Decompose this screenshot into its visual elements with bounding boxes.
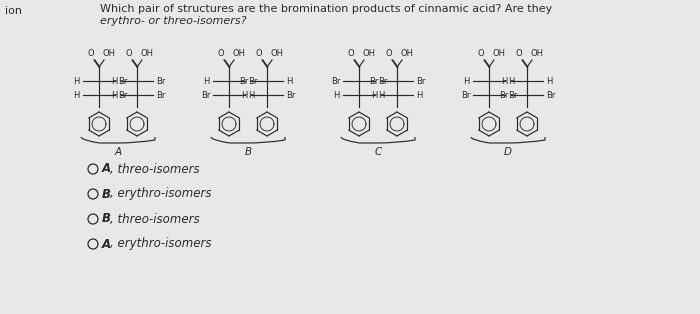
Text: Br: Br xyxy=(239,77,248,85)
Text: Br: Br xyxy=(156,90,165,100)
Text: B: B xyxy=(102,213,111,225)
Text: D: D xyxy=(504,147,512,157)
Text: B: B xyxy=(244,147,251,157)
Text: H: H xyxy=(111,90,118,100)
Text: H: H xyxy=(416,90,422,100)
Text: O: O xyxy=(477,49,484,58)
Text: , erythro-isomers: , erythro-isomers xyxy=(110,187,211,201)
Text: Br: Br xyxy=(118,90,127,100)
Text: OH: OH xyxy=(493,49,505,58)
Text: A: A xyxy=(114,147,122,157)
Text: Br: Br xyxy=(546,90,555,100)
Text: H: H xyxy=(204,77,210,85)
Text: B: B xyxy=(102,187,111,201)
Text: H: H xyxy=(74,90,80,100)
Text: Br: Br xyxy=(156,77,165,85)
Text: Br: Br xyxy=(248,77,258,85)
Text: H: H xyxy=(111,77,118,85)
Text: OH: OH xyxy=(363,49,375,58)
Text: Br: Br xyxy=(508,90,517,100)
Text: OH: OH xyxy=(232,49,246,58)
Text: Br: Br xyxy=(378,77,387,85)
Text: Br: Br xyxy=(498,90,508,100)
Text: O: O xyxy=(126,49,132,58)
Text: H: H xyxy=(502,77,508,85)
Text: , threo-isomers: , threo-isomers xyxy=(110,163,200,176)
Text: H: H xyxy=(508,77,514,85)
Text: Br: Br xyxy=(416,77,426,85)
Text: OH: OH xyxy=(270,49,284,58)
Text: O: O xyxy=(88,49,94,58)
Text: Which pair of structures are the bromination products of cinnamic acid? Are they: Which pair of structures are the bromina… xyxy=(100,4,552,14)
Text: H: H xyxy=(463,77,470,85)
Text: H: H xyxy=(334,90,340,100)
Text: , erythro-isomers: , erythro-isomers xyxy=(110,237,211,251)
Text: Br: Br xyxy=(330,77,340,85)
Text: OH: OH xyxy=(141,49,153,58)
Text: OH: OH xyxy=(400,49,414,58)
Text: O: O xyxy=(386,49,392,58)
Text: C: C xyxy=(374,147,382,157)
Text: A: A xyxy=(102,163,111,176)
Text: Br: Br xyxy=(461,90,470,100)
Text: H: H xyxy=(248,90,254,100)
Text: O: O xyxy=(218,49,224,58)
Text: H: H xyxy=(378,90,384,100)
Text: H: H xyxy=(286,77,293,85)
Text: erythro- or threo-isomers?: erythro- or threo-isomers? xyxy=(100,16,246,26)
Text: Br: Br xyxy=(201,90,210,100)
Text: Br: Br xyxy=(369,77,378,85)
Text: H: H xyxy=(372,90,378,100)
Text: H: H xyxy=(74,77,80,85)
Text: H: H xyxy=(546,77,552,85)
Text: O: O xyxy=(256,49,262,58)
Text: , threo-isomers: , threo-isomers xyxy=(110,213,200,225)
Text: ion: ion xyxy=(5,6,22,16)
Text: Br: Br xyxy=(286,90,295,100)
Text: Br: Br xyxy=(118,77,127,85)
Text: OH: OH xyxy=(102,49,116,58)
Text: OH: OH xyxy=(531,49,543,58)
Text: O: O xyxy=(516,49,522,58)
Text: O: O xyxy=(348,49,354,58)
Text: H: H xyxy=(241,90,248,100)
Text: A: A xyxy=(102,237,111,251)
